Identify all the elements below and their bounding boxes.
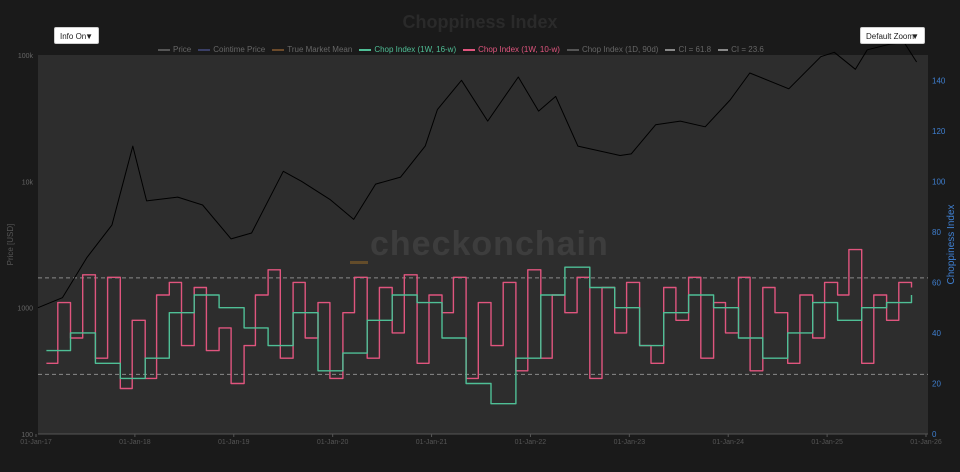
y-right-tick-label: 140 bbox=[932, 76, 946, 85]
legend-label: Chop Index (1W, 16-w) bbox=[374, 45, 457, 54]
legend-item[interactable]: Price bbox=[158, 45, 191, 54]
legend-item[interactable]: Chop Index (1D, 90d) bbox=[566, 45, 659, 54]
x-tick-label: 01-Jan-21 bbox=[416, 439, 448, 446]
legend-label: CI = 23.6 bbox=[731, 45, 764, 54]
y-left-axis-label: Price [USD] bbox=[6, 224, 15, 266]
y-right-tick-label: 60 bbox=[932, 278, 941, 287]
caret-down-icon: ▼ bbox=[85, 32, 93, 41]
x-tick-label: 01-Jan-19 bbox=[218, 439, 250, 446]
x-tick-label: 01-Jan-18 bbox=[119, 439, 151, 446]
legend: Price Cointime Price True Market Mean Chop … bbox=[158, 45, 771, 55]
x-tick-label: 01-Jan-17 bbox=[20, 439, 52, 446]
y-left-tick-label: 10k bbox=[22, 179, 34, 186]
y-left-tick-label: 1000 bbox=[17, 306, 33, 313]
legend-label: CI = 61.8 bbox=[678, 45, 712, 54]
legend-swatch bbox=[463, 48, 476, 51]
legend-item[interactable]: CI = 23.6 bbox=[718, 45, 764, 54]
series-line bbox=[37, 42, 918, 309]
legend-label: Chop Index (1D, 90d) bbox=[581, 45, 659, 54]
zoom-dropdown[interactable]: Default Zoom ▼ bbox=[860, 27, 925, 44]
legend-swatch bbox=[566, 48, 579, 51]
series-line bbox=[46, 266, 913, 405]
info-toggle-label: Info On bbox=[60, 32, 87, 41]
x-tick-label: 01-Jan-25 bbox=[811, 439, 843, 446]
x-tick-label: 01-Jan-20 bbox=[317, 439, 349, 446]
zoom-label: Default Zoom bbox=[866, 32, 915, 41]
legend-swatch bbox=[665, 48, 676, 51]
legend-label: Price bbox=[173, 45, 192, 54]
info-toggle-dropdown[interactable]: Info On ▼ bbox=[54, 27, 99, 44]
caret-down-icon: ▼ bbox=[911, 32, 919, 41]
legend-swatch bbox=[718, 48, 729, 51]
y-right-tick-label: 0 bbox=[932, 430, 937, 439]
y-right-tick-label: 40 bbox=[932, 329, 941, 338]
legend-item[interactable]: True Market Mean bbox=[272, 45, 352, 54]
x-tick-label: 01-Jan-22 bbox=[515, 439, 547, 446]
y-right-tick-label: 80 bbox=[932, 228, 941, 237]
x-tick-label: 01-Jan-23 bbox=[614, 439, 646, 446]
y-right-axis-label: Choppiness Index bbox=[946, 204, 957, 284]
plot-area bbox=[38, 55, 928, 434]
legend-swatch bbox=[359, 48, 372, 51]
legend-swatch bbox=[158, 48, 170, 51]
x-tick-label: 01-Jan-24 bbox=[712, 439, 744, 446]
legend-item[interactable]: CI = 61.8 bbox=[665, 45, 711, 54]
chart-title: Choppiness Index bbox=[402, 12, 558, 32]
y-right-tick-label: 100 bbox=[932, 177, 946, 186]
y-right-tick-label: 20 bbox=[932, 379, 941, 388]
y-left-tick-label: 100k bbox=[18, 53, 34, 60]
y-right-tick-label: 120 bbox=[932, 127, 946, 136]
legend-item[interactable]: Chop Index (1W, 10-w) bbox=[463, 45, 560, 54]
watermark-mark bbox=[350, 261, 368, 264]
y-left-tick-label: 100 bbox=[21, 432, 33, 439]
legend-swatch bbox=[198, 48, 211, 51]
legend-item[interactable]: Cointime Price bbox=[198, 45, 265, 54]
legend-swatch bbox=[272, 48, 285, 51]
legend-label: True Market Mean bbox=[287, 45, 353, 54]
series-line bbox=[46, 248, 913, 390]
legend-item[interactable]: Chop Index (1W, 16-w) bbox=[359, 45, 456, 54]
legend-label: Chop Index (1W, 10-w) bbox=[478, 45, 560, 54]
x-tick-label: 01-Jan-26 bbox=[910, 439, 942, 446]
legend-label: Cointime Price bbox=[213, 45, 266, 54]
